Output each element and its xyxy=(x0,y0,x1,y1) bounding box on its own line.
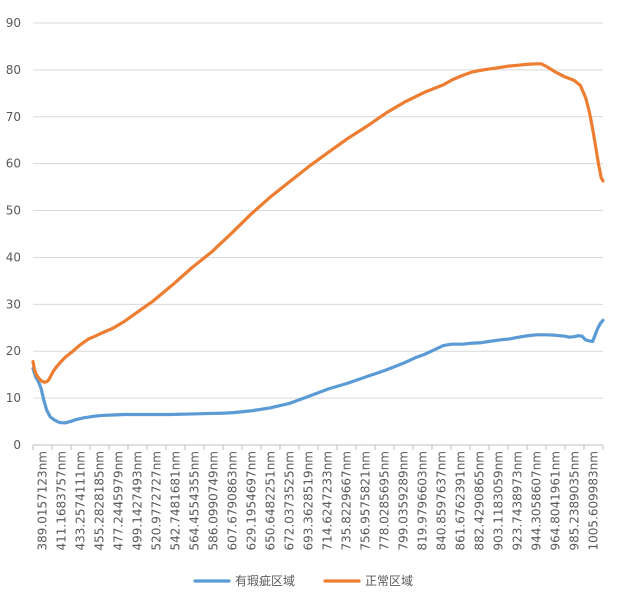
x-tick-label: 455.2828185nm xyxy=(93,451,107,550)
gridlines xyxy=(33,22,603,399)
x-tick-label: 735.8229667nm xyxy=(340,451,354,550)
x-tick-label: 607.6790863nm xyxy=(226,451,240,550)
y-tick-label: 40 xyxy=(6,250,21,264)
series-line-1 xyxy=(31,318,605,425)
y-tick-label: 10 xyxy=(6,391,21,405)
y-axis-ticks: 0 10 20 30 40 50 60 70 80 90 xyxy=(6,16,21,452)
x-tick-label: 756.9575821nm xyxy=(359,451,373,550)
x-tick-label: 923.7438973nm xyxy=(511,451,525,550)
x-tick-label: 477.2445979nm xyxy=(112,451,126,550)
y-tick-label: 20 xyxy=(6,344,21,358)
x-tick-label: 650.6482251nm xyxy=(264,451,278,550)
y-tick-label: 60 xyxy=(6,157,21,171)
x-axis-ticks: 389.0157123nm 411.1683757nm 433.2574111nm 4… xyxy=(36,451,601,550)
x-tick-label: 693.3628519nm xyxy=(302,451,316,550)
x-tick-label: 411.1683757nm xyxy=(55,451,69,550)
x-tick-label: 799.0359289nm xyxy=(397,451,411,550)
x-tick-label: 985.2389035nm xyxy=(568,451,582,550)
x-tick-label: 433.2574111nm xyxy=(74,451,88,550)
y-tick-label: 90 xyxy=(6,16,21,30)
x-tick-label: 542.7481681nm xyxy=(169,451,183,550)
x-tick-label: 840.8597637nm xyxy=(435,451,449,550)
x-tick-label: 778.0285695nm xyxy=(378,451,392,550)
x-tick-label: 586.0990749nm xyxy=(207,451,221,550)
x-axis xyxy=(32,444,604,450)
series-line-2 xyxy=(31,62,605,384)
x-tick-label: 903.1183059nm xyxy=(492,451,506,550)
series-lines xyxy=(31,62,605,425)
y-tick-label: 70 xyxy=(6,110,21,124)
legend-label-2: 正常区域 xyxy=(365,574,413,588)
x-tick-label: 520.9772727nm xyxy=(150,451,164,550)
x-tick-label: 882.4290865nm xyxy=(473,451,487,550)
legend: 有瑕疵区域 正常区域 xyxy=(193,573,413,588)
x-tick-label: 629.1954697nm xyxy=(245,451,259,550)
x-tick-label: 714.6247233nm xyxy=(321,451,335,550)
x-tick-label: 964.8041961nm xyxy=(549,451,563,550)
x-tick-label: 672.0373525nm xyxy=(283,451,297,550)
x-tick-label: 861.6762391nm xyxy=(454,451,468,550)
x-tick-label: 389.0157123nm xyxy=(36,451,50,550)
y-tick-label: 80 xyxy=(6,63,21,77)
x-tick-label: 564.4554355nm xyxy=(188,451,202,550)
x-tick-label: 944.3058607nm xyxy=(530,451,544,550)
x-tick-label: 1005.609983nm xyxy=(587,451,601,550)
x-tick-label: 499.1427493nm xyxy=(131,451,145,550)
legend-label-1: 有瑕疵区域 xyxy=(235,573,295,588)
x-tick-label: 819.9796603nm xyxy=(416,451,430,550)
y-tick-label: 30 xyxy=(6,297,21,311)
y-tick-label: 50 xyxy=(6,204,21,218)
y-tick-label: 0 xyxy=(13,438,21,452)
